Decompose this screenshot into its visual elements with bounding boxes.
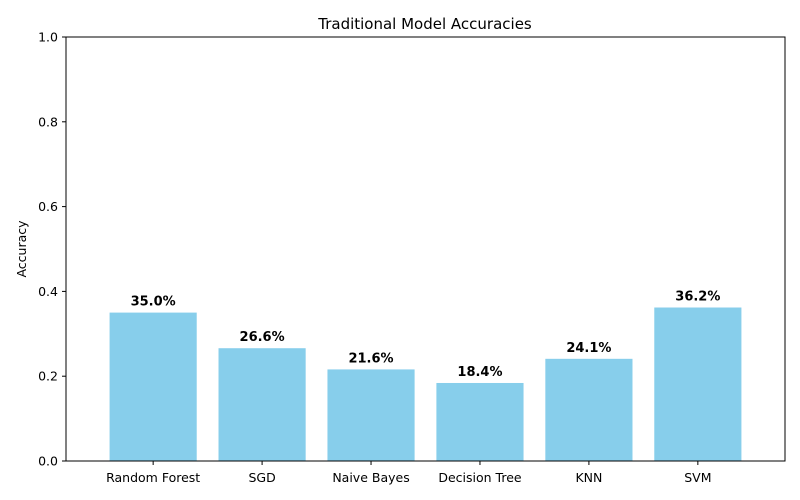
y-tick-label: 0.8 [38, 114, 58, 129]
bar-knn [545, 358, 633, 461]
x-tick-label: Decision Tree [438, 470, 522, 485]
x-tick-label: Naive Bayes [332, 470, 409, 485]
x-tick-label: SVM [684, 470, 711, 485]
data-label: 21.6% [348, 351, 393, 366]
data-label: 35.0% [131, 295, 176, 310]
x-tick-label: Random Forest [106, 470, 200, 485]
y-tick-label: 1.0 [38, 30, 58, 45]
bar-sgd [218, 348, 306, 461]
chart-title: Traditional Model Accuracies [317, 15, 532, 33]
y-tick-label: 0.4 [38, 284, 58, 299]
data-label: 18.4% [457, 365, 502, 380]
bar-random-forest [109, 312, 197, 461]
x-axis-ticks: Random Forest SGD Naive Bayes Decision Tree… [106, 461, 711, 485]
data-label: 36.2% [675, 290, 720, 305]
y-axis-label: Accuracy [14, 220, 29, 278]
y-tick-label: 0.2 [38, 369, 58, 384]
plot-frame [65, 36, 786, 462]
y-tick-label: 0.6 [38, 199, 58, 214]
y-tick-label: 0.0 [38, 454, 58, 469]
bar-decision-tree [436, 382, 524, 461]
bar-svm [654, 307, 742, 461]
data-label: 24.1% [566, 341, 611, 356]
x-tick-label: SGD [248, 470, 275, 485]
y-axis-ticks: 0.0 0.2 0.4 0.6 0.8 1.0 [38, 30, 66, 469]
bar-naive-bayes [327, 369, 415, 461]
bars: 35.0% 26.6% 21.6% 18.4% 24.1% 36.2% [109, 290, 742, 461]
x-tick-label: KNN [575, 470, 602, 485]
data-label: 26.6% [240, 330, 285, 345]
